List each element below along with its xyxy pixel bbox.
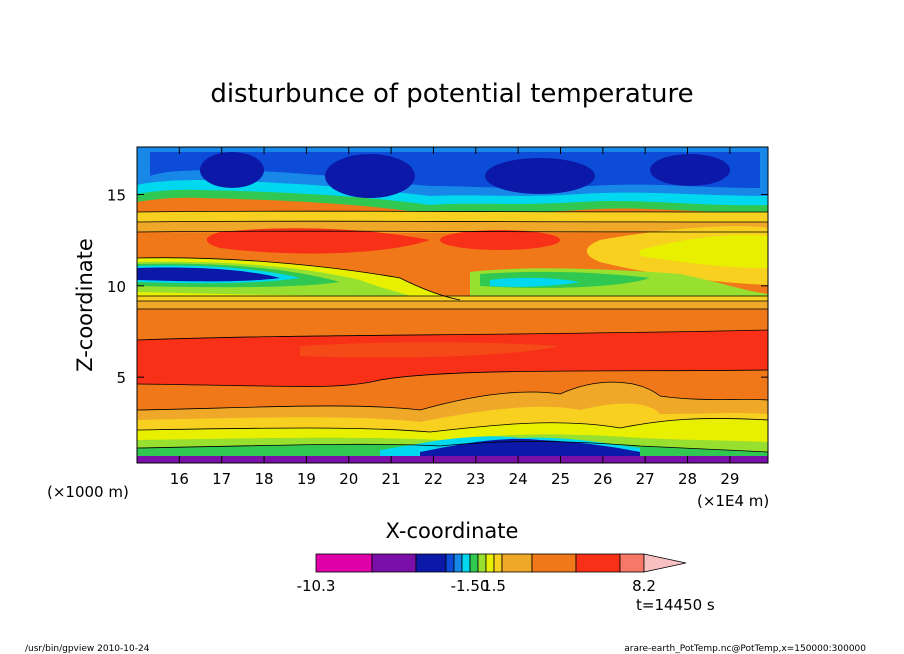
y-tick-label: 5 — [116, 369, 126, 387]
x-tick-label: 17 — [212, 470, 231, 488]
colorbar-swatch — [445, 553, 455, 573]
chart-title: disturbunce of potential temperature — [210, 79, 693, 109]
plot-area — [137, 147, 768, 463]
colorbar-label: 1.5 — [482, 577, 506, 595]
x-tick-label: 26 — [593, 470, 612, 488]
x-tick-label: 19 — [297, 470, 316, 488]
x-unit-right: (×1E4 m) — [697, 492, 769, 510]
x-tick-label: 23 — [466, 470, 485, 488]
y-axis: 5 10 15 — [107, 186, 768, 387]
colorbar-swatch — [461, 553, 471, 573]
x-tick-label: 29 — [720, 470, 739, 488]
plot-frame — [136, 146, 769, 464]
x-unit-left: (×1000 m) — [47, 483, 129, 501]
colorbar-swatch — [619, 553, 645, 573]
colorbar-swatch — [531, 553, 577, 573]
x-tick-label: 27 — [636, 470, 655, 488]
colorbar-swatch — [477, 553, 487, 573]
x-tick-label: 18 — [255, 470, 274, 488]
colorbar-arrow — [643, 553, 687, 573]
x-tick-label: 16 — [170, 470, 189, 488]
colorbar-label: -1.50 — [451, 577, 490, 595]
colorbar-label: 8.2 — [632, 577, 656, 595]
y-tick-label: 15 — [107, 186, 126, 204]
x-axis-label: X-coordinate — [386, 519, 519, 543]
y-tick-label: 10 — [107, 278, 126, 296]
colorbar-swatch — [493, 553, 503, 573]
y-axis-label: Z-coordinate — [73, 238, 97, 372]
colorbar-swatch — [315, 553, 373, 573]
colorbar-label: -10.3 — [297, 577, 336, 595]
colorbar-swatch — [485, 553, 495, 573]
footer-left: /usr/bin/gpview 2010-10-24 — [25, 644, 150, 654]
time-label: t=14450 s — [636, 596, 715, 614]
x-axis: 16 17 18 19 20 21 22 23 24 25 26 27 28 29 — [170, 147, 739, 488]
colorbar-swatch — [453, 553, 463, 573]
x-tick-label: 25 — [551, 470, 570, 488]
x-tick-label: 20 — [339, 470, 358, 488]
x-tick-label: 22 — [424, 470, 443, 488]
footer-right: arare-earth_PotTemp.nc@PotTemp,x=150000:… — [624, 644, 866, 654]
x-tick-label: 28 — [678, 470, 697, 488]
colorbar-swatch — [371, 553, 417, 573]
colorbar-swatch — [575, 553, 621, 573]
x-tick-label: 24 — [509, 470, 528, 488]
colorbar-swatch — [415, 553, 447, 573]
x-tick-label: 21 — [382, 470, 401, 488]
colorbar: -10.3 -1.501.5 8.2 — [297, 553, 687, 595]
colorbar-swatch — [501, 553, 533, 573]
colorbar-swatch — [469, 553, 479, 573]
